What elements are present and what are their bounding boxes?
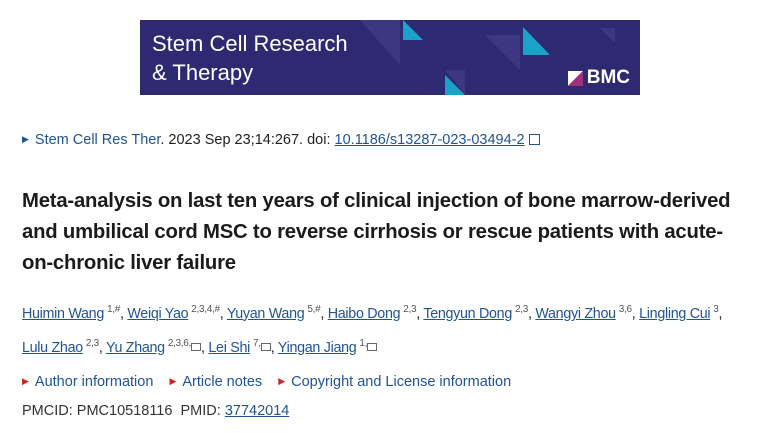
author-link[interactable]: Lulu Zhao <box>22 339 83 356</box>
author-link[interactable]: Wangyi Zhou <box>535 305 616 322</box>
citation-line: ▶ Stem Cell Res Ther. 2023 Sep 23;14:267.… <box>22 132 540 148</box>
author-entry: Tengyun Dong 2,3 <box>423 304 528 322</box>
author-entry: Lulu Zhao 2,3 <box>22 337 99 356</box>
author-entry: Yu Zhang 2,3,6, <box>106 337 202 356</box>
author-entry: Yingan Jiang 1, <box>277 337 378 356</box>
author-link[interactable]: Haibo Dong <box>327 305 401 322</box>
author-link[interactable]: Yu Zhang <box>106 339 165 356</box>
affiliation-marker: 2,3 <box>85 337 99 349</box>
pmid-label: PMID: <box>180 403 225 419</box>
bmc-logo: BMC <box>567 67 630 89</box>
mail-icon[interactable] <box>191 342 202 351</box>
author-entry: Yuyan Wang 5,# <box>226 304 321 322</box>
author-entry: Wangyi Zhou 3,6 <box>535 304 632 322</box>
triangle-right-icon: ▶ <box>22 376 29 386</box>
banner-decoration <box>360 20 615 95</box>
author-information-toggle[interactable]: ▶ Author information <box>22 374 154 390</box>
triangle-right-icon: ▶ <box>169 376 177 386</box>
affiliation-marker: 1,# <box>106 304 120 315</box>
affiliation-marker: 1, <box>359 337 368 349</box>
triangle-right-icon: ▶ <box>278 376 286 386</box>
journal-banner[interactable]: Stem Cell Research & Therapy BMC <box>140 20 640 95</box>
author-entry: Lei Shi 7, <box>208 337 271 356</box>
author-link[interactable]: Weiqi Yao <box>127 305 189 322</box>
mail-icon[interactable] <box>367 342 378 351</box>
triangle-right-icon[interactable]: ▶ <box>22 134 29 144</box>
article-title: Meta-analysis on last ten years of clini… <box>22 190 731 274</box>
affiliation-marker: 5,# <box>307 304 321 315</box>
author-entry: Haibo Dong 2,3 <box>327 304 417 322</box>
affiliation-marker: 7, <box>253 337 261 349</box>
author-link[interactable]: Yuyan Wang <box>226 305 305 322</box>
journal-link[interactable]: Stem Cell Res Ther <box>34 132 161 148</box>
author-entry: Weiqi Yao 2,3,4,# <box>127 304 220 322</box>
article-info-links: ▶ Author information ▶ Article notes ▶ Copy… <box>22 374 523 390</box>
citation-date: . 2023 Sep 23;14:267. doi: <box>160 132 335 148</box>
author-entry: Lingling Cui 3 <box>639 304 719 322</box>
affiliation-marker: 3,6 <box>618 304 632 315</box>
pmid-link[interactable]: 37742014 <box>224 403 290 419</box>
doi-link[interactable]: 10.1186/s13287-023-03494-2 <box>334 132 525 148</box>
author-entry: Huimin Wang 1,# <box>22 304 120 322</box>
author-link[interactable]: Lingling Cui <box>639 305 711 322</box>
author-link[interactable]: Huimin Wang <box>22 305 104 322</box>
affiliation-marker: 3 <box>713 304 719 315</box>
affiliation-marker: 2,3,6, <box>167 337 192 349</box>
bmc-logo-icon <box>567 70 583 86</box>
article-notes-toggle[interactable]: ▶ Article notes <box>169 374 263 390</box>
article-ids: PMCID: PMC10518116 PMID: 37742014 <box>22 403 289 419</box>
copyright-license-toggle[interactable]: ▶ Copyright and License information <box>278 374 512 390</box>
journal-name: Stem Cell Research & Therapy <box>152 31 348 85</box>
mail-icon[interactable] <box>260 342 271 351</box>
author-link[interactable]: Lei Shi <box>208 339 251 356</box>
external-link-icon[interactable] <box>528 134 540 145</box>
author-list: Huimin Wang 1,#, Weiqi Yao 2,3,4,#, Yuyan … <box>22 304 723 356</box>
affiliation-marker: 2,3 <box>514 304 528 315</box>
affiliation-marker: 2,3,4,# <box>191 304 220 315</box>
pmcid-value: PMC10518116 <box>76 403 173 419</box>
affiliation-marker: 2,3 <box>403 304 417 315</box>
author-link[interactable]: Yingan Jiang <box>277 339 357 356</box>
author-link[interactable]: Tengyun Dong <box>423 305 512 322</box>
pmcid-label: PMCID: <box>22 403 77 419</box>
